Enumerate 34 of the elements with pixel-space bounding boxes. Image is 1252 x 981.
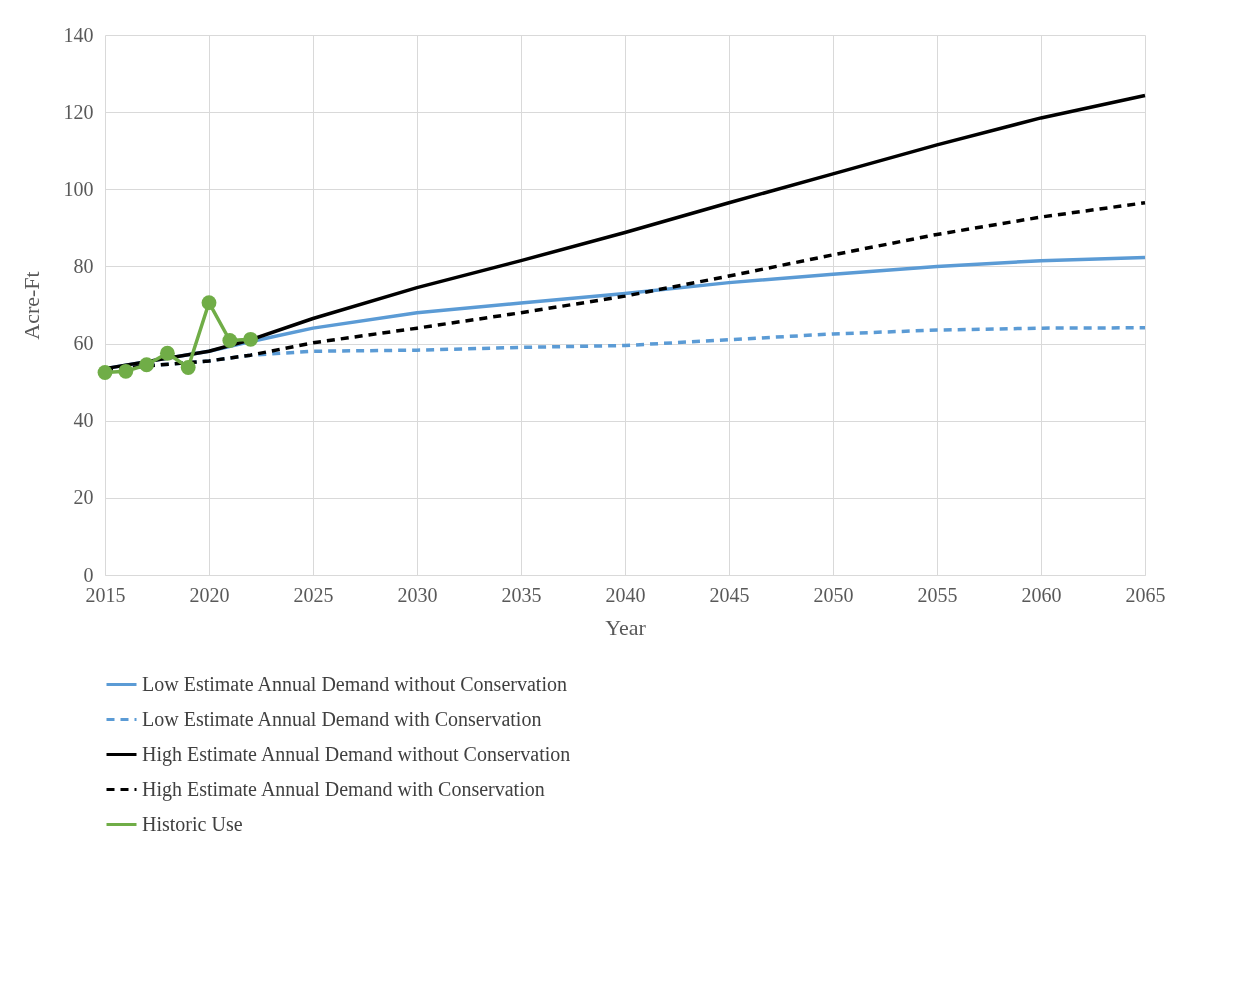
legend-label: Historic Use: [142, 812, 243, 835]
point: [222, 333, 238, 348]
y-tick-label: 120: [63, 100, 94, 123]
x-tick-label: 2015: [85, 583, 126, 606]
point: [159, 345, 175, 361]
y-tick-label: 100: [63, 177, 94, 200]
legend-label: High Estimate Annual Demand without Conservation: [142, 742, 571, 766]
x-tick-label: 2065: [1125, 583, 1166, 606]
y-tick-label: 0: [83, 563, 94, 586]
y-tick-label: 60: [73, 332, 94, 355]
point: [201, 295, 217, 311]
legend-label: High Estimate Annual Demand with Conservation: [142, 777, 545, 801]
x-tick-label: 2035: [501, 583, 542, 606]
point: [118, 363, 134, 379]
y-tick-label: 20: [73, 486, 94, 509]
y-axis-title: Acre-Ft: [18, 271, 44, 340]
x-tick-label: 2045: [709, 583, 750, 606]
x-tick-label: 2040: [605, 583, 646, 606]
x-axis-title: Year: [605, 614, 647, 640]
x-tick-label: 2055: [917, 583, 958, 606]
y-tick-label: 140: [63, 23, 94, 46]
legend-label: Low Estimate Annual Demand without Conservation: [142, 672, 567, 695]
point: [97, 365, 113, 380]
point: [139, 357, 155, 373]
y-tick-label: 40: [73, 409, 94, 432]
point: [180, 360, 196, 375]
x-tick-label: 2020: [189, 583, 230, 606]
point: [243, 331, 259, 347]
x-tick-label: 2050: [813, 583, 854, 606]
x-tick-label: 2025: [293, 583, 334, 606]
y-tick-label: 80: [73, 254, 94, 277]
legend-label: Low Estimate Annual Demand with Conservation: [142, 707, 542, 730]
x-tick-label: 2060: [1021, 583, 1062, 606]
x-tick-label: 2030: [397, 583, 438, 606]
